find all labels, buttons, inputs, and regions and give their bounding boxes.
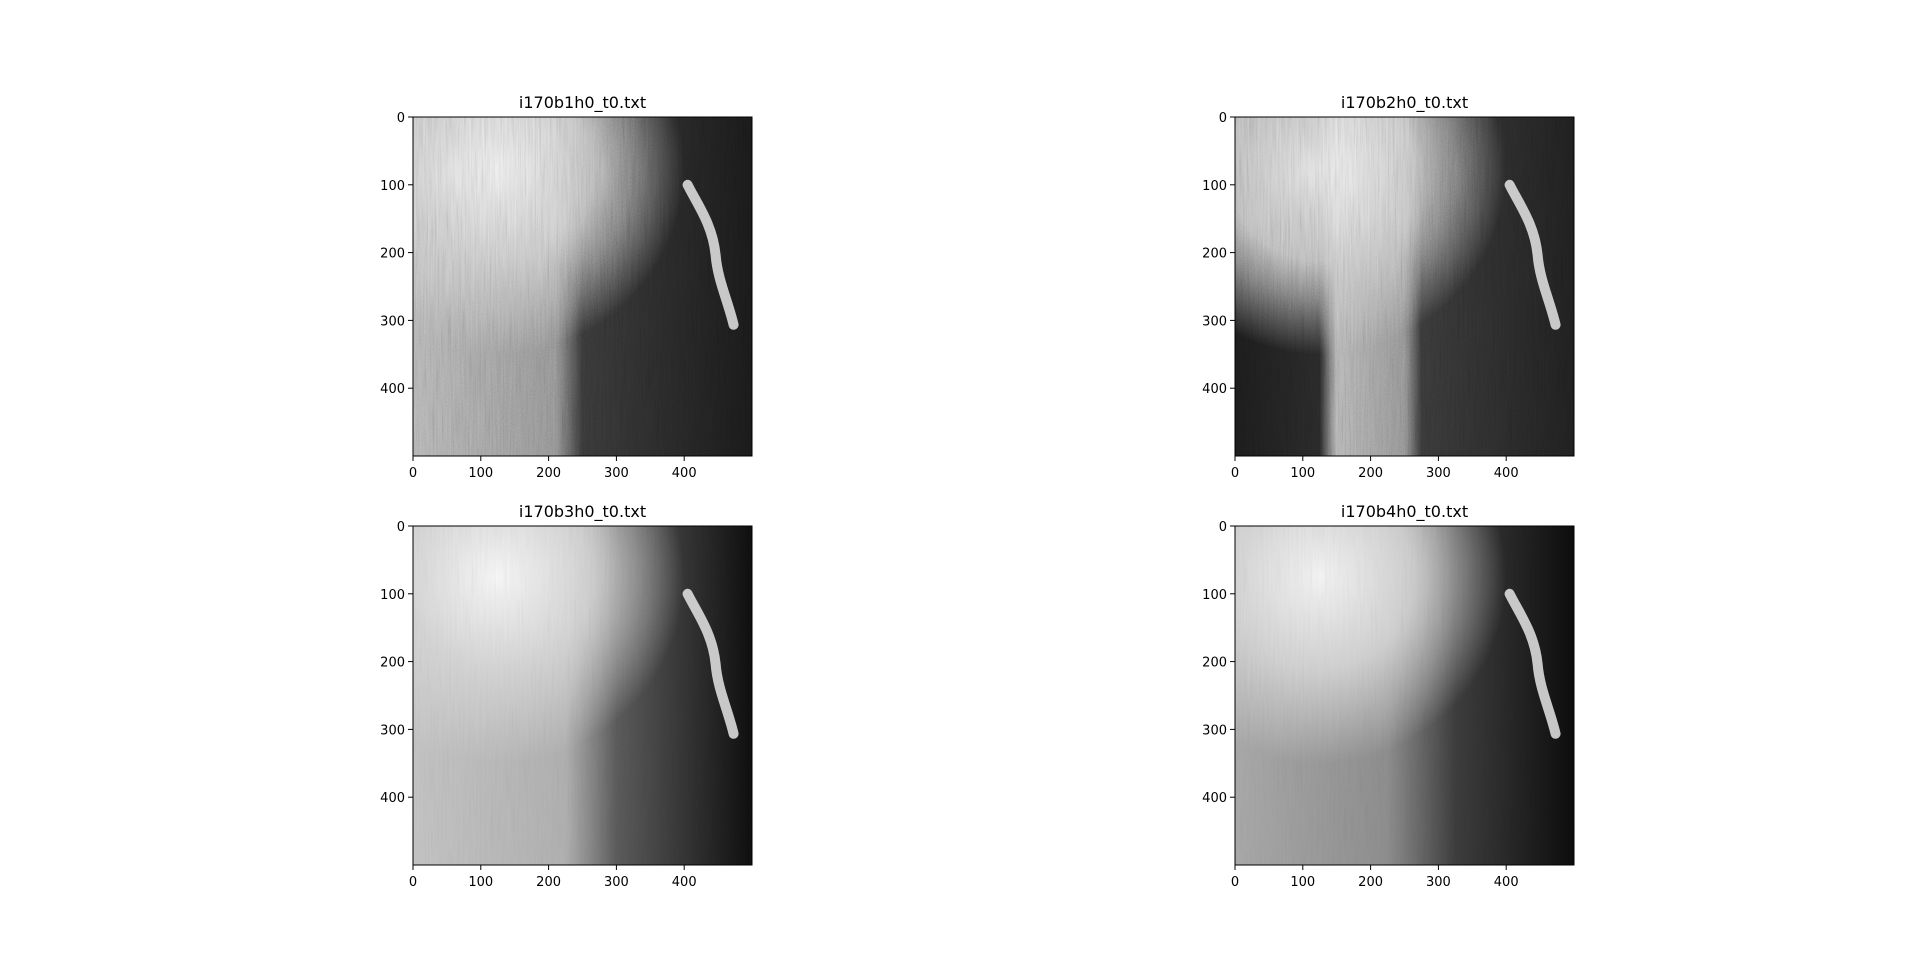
filament-feature [682,588,739,739]
x-tick-label: 0 [409,875,417,890]
y-tick-label: 100 [380,588,405,603]
x-tick-label: 200 [1358,875,1383,890]
axes-frame [412,525,753,866]
heatmap-image [1235,117,1574,456]
x-tick-label: 300 [1426,466,1451,481]
filament-feature [682,179,739,330]
y-tick-label: 0 [397,111,405,126]
y-tick-label: 400 [1202,382,1227,397]
x-tick-label: 200 [536,875,561,890]
heatmap-image [413,117,752,456]
subplot-title: i170b4h0_t0.txt [1341,502,1468,522]
y-tick-label: 0 [1219,111,1227,126]
y-tick-label: 100 [380,179,405,194]
panels: i170b1h0_t0.txt 0 100 200 300 400 0 100 200 300 40… [380,93,1575,890]
subplot-2: i170b2h0_t0.txt 0 100 200 300 400 0 100 200 300 40… [1202,93,1575,481]
x-tick-label: 300 [1426,875,1451,890]
axes-frame [412,116,753,457]
axes-frame [1234,116,1575,457]
subplot-3: i170b3h0_t0.txt 0 100 200 300 400 0 100 200 300 40… [380,502,753,890]
y-tick-label: 200 [1202,656,1227,671]
heatmap-image [1235,526,1574,865]
y-tick-label: 400 [380,382,405,397]
subplot-4: i170b4h0_t0.txt 0 100 200 300 400 0 100 200 300 40… [1202,502,1575,890]
x-tick-label: 0 [1231,875,1239,890]
x-tick-label: 0 [1231,466,1239,481]
x-tick-label: 400 [672,875,697,890]
y-tick-label: 100 [1202,179,1227,194]
x-tick-label: 400 [672,466,697,481]
x-tick-label: 300 [604,466,629,481]
y-tick-label: 300 [380,314,405,329]
y-tick-label: 200 [380,247,405,262]
y-tick-label: 0 [397,520,405,535]
y-tick-label: 400 [380,791,405,806]
heatmap-image [413,526,752,865]
x-tick-label: 200 [1358,466,1383,481]
y-tick-label: 200 [1202,247,1227,262]
y-tick-label: 300 [380,723,405,738]
x-tick-label: 100 [1290,875,1315,890]
y-tick-label: 300 [1202,314,1227,329]
x-tick-label: 0 [409,466,417,481]
axes-frame [1234,525,1575,866]
y-tick-label: 200 [380,656,405,671]
x-tick-label: 400 [1494,875,1519,890]
x-tick-label: 300 [604,875,629,890]
x-tick-label: 100 [468,875,493,890]
y-tick-label: 400 [1202,791,1227,806]
x-tick-label: 100 [468,466,493,481]
subplot-title: i170b1h0_t0.txt [519,93,646,113]
filament-feature [1504,588,1561,739]
x-tick-label: 400 [1494,466,1519,481]
y-tick-label: 100 [1202,588,1227,603]
x-tick-label: 100 [1290,466,1315,481]
filament-feature [1504,179,1561,330]
subplot-1: i170b1h0_t0.txt 0 100 200 300 400 0 100 200 300 40… [380,93,753,481]
subplot-title: i170b3h0_t0.txt [519,502,646,522]
y-tick-label: 300 [1202,723,1227,738]
x-tick-label: 200 [536,466,561,481]
y-tick-label: 0 [1219,520,1227,535]
subplot-title: i170b2h0_t0.txt [1341,93,1468,113]
